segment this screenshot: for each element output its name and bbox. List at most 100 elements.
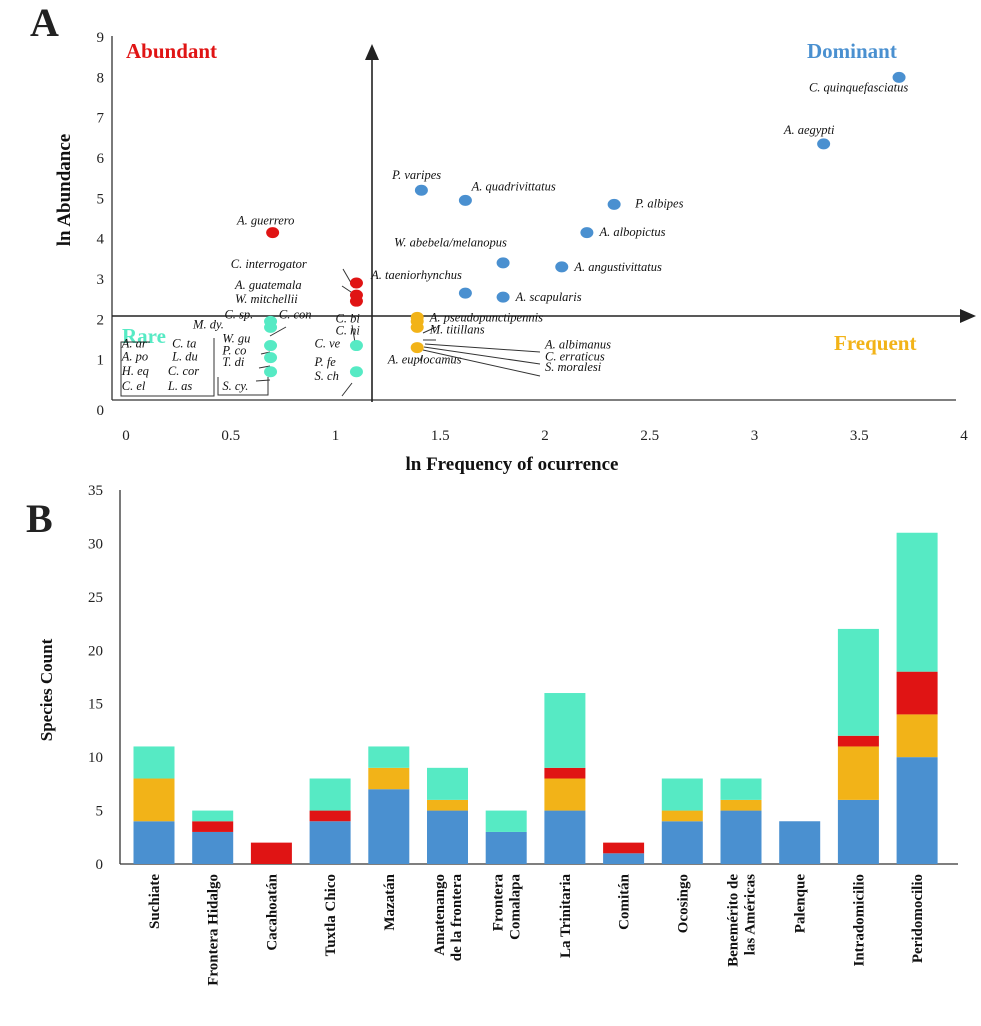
species-label: C. sp.	[224, 308, 253, 322]
x-tick-label: 2	[541, 428, 549, 444]
bar-panel: B 0 5 10 15 20 25 30 35 Species Count Suchiate F…	[26, 483, 958, 986]
category-label: Peridomocilio	[910, 874, 926, 963]
bar-segment-dominant	[133, 821, 175, 864]
bracket-left	[120, 338, 215, 397]
bar-segment-frequent	[368, 767, 410, 790]
x-arrow-head	[960, 309, 976, 323]
species-label: S. ch	[315, 369, 339, 383]
y-axis-title: ln Abundance	[54, 134, 75, 246]
point-dominant	[817, 138, 831, 150]
x-tick-label: 1.5	[431, 428, 450, 444]
category-labels: Suchiate Frontera Hidalgo Cacahoatán Tuxtla…	[147, 873, 926, 985]
leader-w-gu	[260, 351, 271, 355]
bar-segment-frequent	[661, 810, 703, 822]
bar-segment-frequent	[837, 746, 879, 800]
species-label: C. el	[122, 379, 146, 393]
species-label: A. albimanus	[544, 337, 611, 351]
bar-segment-dominant	[779, 821, 821, 864]
bar-segment-rare	[427, 767, 468, 800]
y-tick-labels: 0 1 2 3 4 5 6 7 8 9	[97, 30, 105, 419]
species-label: M. dy.	[192, 318, 224, 332]
point-rare	[264, 340, 278, 352]
point-rare	[349, 340, 363, 352]
x-axis-title: ln Frequency of ocurrence	[405, 454, 618, 475]
leader-c-con	[269, 326, 287, 337]
category-label: Palenque	[793, 874, 809, 934]
leader-a-pseudopunctipennis	[422, 326, 437, 334]
species-label: M. titillans	[429, 322, 485, 336]
y-tick-label: 2	[97, 312, 105, 328]
panel-letter-b: B	[26, 496, 53, 541]
species-label: A. ar	[121, 337, 147, 351]
category-label: Intradomicilio	[851, 874, 867, 967]
species-label: A. guatemala	[234, 278, 302, 292]
bar-segment-abundant	[544, 767, 586, 779]
species-label: C. bi	[336, 312, 361, 326]
bar-y-tick-label: 35	[88, 483, 103, 499]
species-label: A. quadrivittatus	[471, 179, 556, 193]
species-label: S. moralesi	[545, 360, 602, 374]
leader-a-albimanus	[424, 343, 541, 353]
scatter-points	[264, 71, 906, 378]
x-tick-label: 1	[332, 428, 340, 444]
species-label: L. du	[171, 349, 198, 363]
category-label: Suchiate	[147, 874, 163, 929]
point-rare	[349, 366, 363, 378]
species-label: P. fe	[314, 355, 337, 369]
species-label: W. abebela/melanopus	[394, 236, 507, 250]
category-label: Mazatán	[382, 873, 398, 930]
category-label: Comitán	[617, 873, 633, 929]
species-label: W. gu	[222, 331, 250, 345]
bar-segment-dominant	[603, 853, 645, 864]
bar-segment-frequent	[720, 799, 762, 811]
bar-segment-rare	[192, 810, 234, 822]
species-label: A. aegypti	[783, 123, 835, 137]
bar-y-tick-label: 15	[88, 697, 103, 713]
category-label: Benemérito de	[726, 874, 742, 967]
species-label: A. euplocamus	[387, 353, 462, 367]
category-label: Comalapa	[508, 874, 524, 940]
bar-segment-rare	[368, 746, 410, 768]
bar-segment-abundant	[309, 810, 351, 822]
species-label: A. angustivittatus	[573, 260, 662, 274]
bar-segment-dominant	[309, 821, 351, 864]
bracket-bottom	[217, 377, 269, 396]
point-dominant	[496, 291, 510, 303]
bar-segment-dominant	[192, 831, 234, 864]
species-label: A. taeniorhynchus	[370, 268, 462, 282]
y-arrow-head	[365, 44, 379, 60]
species-label: C. ta	[172, 337, 196, 351]
category-label: Frontera Hidalgo	[206, 874, 222, 986]
quadrant-abundant: Abundant	[126, 39, 217, 63]
point-frequent	[410, 342, 424, 354]
point-dominant	[580, 227, 594, 239]
y-tick-label: 1	[97, 353, 105, 369]
category-label: Amatenango	[432, 874, 448, 956]
bar-segment-dominant	[720, 810, 762, 864]
bar-y-tick-labels: 0 5 10 15 20 25 30 35	[88, 483, 103, 873]
bar-segment-abundant	[837, 735, 879, 747]
category-label: Ocosingo	[675, 874, 691, 933]
bar-y-tick-label: 30	[88, 536, 103, 552]
bar-segment-abundant	[250, 842, 292, 864]
bar-segment-dominant	[661, 821, 703, 864]
species-label: A. guerrero	[236, 214, 294, 228]
y-tick-label: 8	[97, 70, 105, 86]
y-tick-label: 4	[97, 232, 105, 248]
y-tick-label: 9	[97, 30, 105, 46]
x-tick-label: 3	[751, 428, 759, 444]
y-tick-label: 6	[97, 151, 105, 167]
leader-t-di	[255, 379, 271, 382]
species-label: C. ve	[315, 337, 341, 351]
y-tick-label: 3	[97, 272, 105, 288]
quadrant-dominant: Dominant	[807, 39, 897, 63]
species-label: H. eq	[121, 364, 149, 378]
leader-c-erraticus	[423, 346, 541, 365]
stacked-bars	[133, 532, 938, 864]
species-labels: C. quinquefasciatus A. aegypti P. varipes A…	[121, 80, 909, 392]
point-dominant	[458, 287, 472, 299]
bar-segment-rare	[485, 810, 527, 832]
bar-segment-rare	[837, 628, 879, 736]
x-tick-label: 4	[960, 428, 968, 444]
bar-segment-dominant	[896, 757, 938, 864]
